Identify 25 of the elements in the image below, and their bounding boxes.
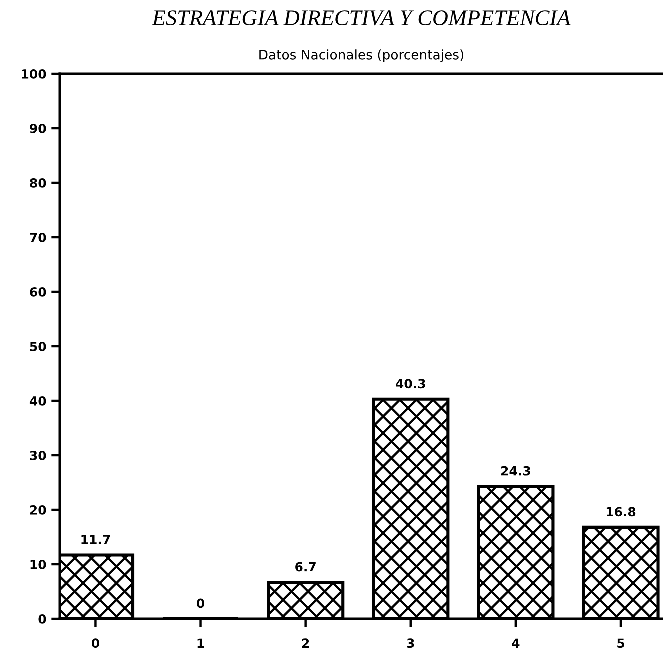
- y-tick-label: 20: [30, 505, 46, 515]
- x-tick-label: 3: [407, 638, 414, 648]
- data-label: 11.7: [82, 535, 110, 544]
- data-label: 6.7: [296, 562, 316, 572]
- data-label: 16.8: [606, 507, 636, 517]
- x-tick-label: 4: [512, 638, 520, 648]
- chart-title: ESTRATEGIA DIRECTIVA Y COMPETENCIA: [152, 10, 571, 26]
- x-tick-label: 1: [198, 638, 204, 648]
- y-tick-label: 0: [38, 614, 46, 624]
- y-tick-label: 50: [30, 342, 46, 352]
- data-label: 24.3: [501, 466, 530, 476]
- y-tick-label: 90: [30, 124, 46, 134]
- x-tick-label: 5: [618, 638, 624, 648]
- y-tick-label: 80: [30, 178, 46, 188]
- x-tick-label: 0: [92, 638, 100, 648]
- data-label: 40.3: [396, 379, 426, 389]
- chart-subtitle: Datos Nacionales (porcentajes): [260, 50, 464, 62]
- y-tick-label: 60: [30, 287, 46, 297]
- y-tick-label: 10: [30, 560, 46, 570]
- y-tick-label: 30: [30, 450, 46, 460]
- data-label: 0: [197, 598, 205, 608]
- x-tick-label: 2: [302, 638, 310, 648]
- y-tick-label: 40: [30, 396, 46, 406]
- y-tick-label: 70: [30, 232, 46, 242]
- y-tick-label: 100: [22, 69, 46, 79]
